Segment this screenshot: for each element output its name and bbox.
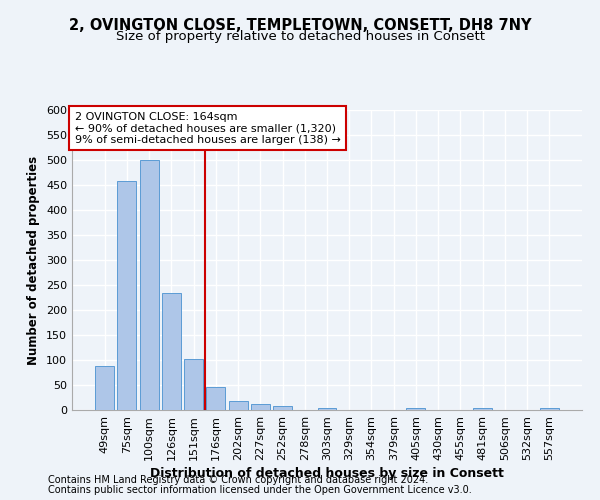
Text: Size of property relative to detached houses in Consett: Size of property relative to detached ho… [115,30,485,43]
Bar [406,408,425,410]
Text: 2, OVINGTON CLOSE, TEMPLETOWN, CONSETT, DH8 7NY: 2, OVINGTON CLOSE, TEMPLETOWN, CONSETT, … [69,18,531,32]
Bar [162,293,181,410]
Bar [251,404,270,410]
Text: Contains public sector information licensed under the Open Government Licence v3: Contains public sector information licen… [48,485,472,495]
Bar [273,406,292,410]
Bar [95,366,114,410]
Bar [473,408,492,410]
Bar [140,160,158,410]
Text: 2 OVINGTON CLOSE: 164sqm
← 90% of detached houses are smaller (1,320)
9% of semi: 2 OVINGTON CLOSE: 164sqm ← 90% of detach… [74,112,340,144]
Bar [317,408,337,410]
Y-axis label: Number of detached properties: Number of detached properties [28,156,40,364]
Bar [118,181,136,410]
Bar [206,386,225,410]
Text: Contains HM Land Registry data © Crown copyright and database right 2024.: Contains HM Land Registry data © Crown c… [48,475,428,485]
Bar [229,401,248,410]
Bar [540,408,559,410]
X-axis label: Distribution of detached houses by size in Consett: Distribution of detached houses by size … [150,467,504,480]
Bar [184,358,203,410]
